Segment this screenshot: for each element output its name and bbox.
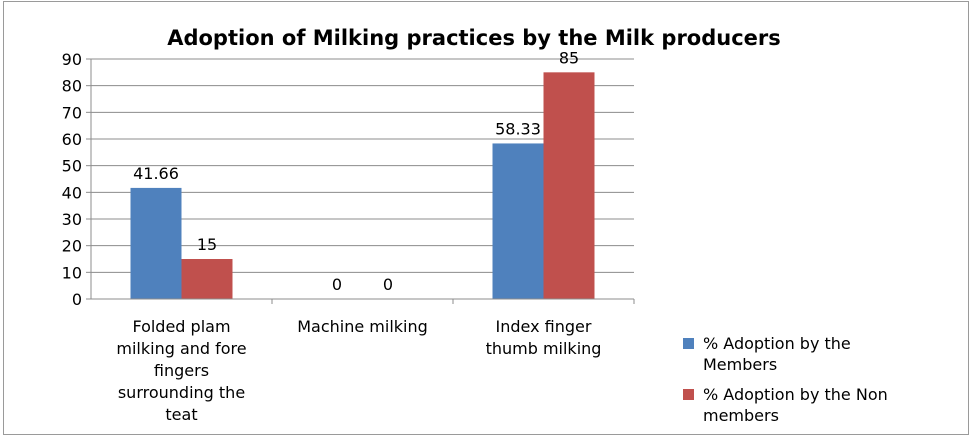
- data-label: 58.33: [495, 119, 541, 138]
- y-tick-label: 80: [62, 77, 82, 96]
- y-tick-label: 60: [62, 130, 82, 149]
- legend-label: % Adoption by the Non members: [703, 385, 888, 425]
- x-tick-label: Index finger thumb milking: [486, 317, 602, 358]
- data-label: 0: [383, 275, 393, 294]
- legend-swatch: [683, 389, 694, 400]
- x-tick-label: Folded plam milking and fore fingers surrou…: [116, 317, 246, 424]
- chart-frame: Adoption of Milking practices by the Mil…: [3, 1, 969, 435]
- bar: [181, 259, 233, 299]
- bars: [130, 72, 595, 299]
- chart-title: Adoption of Milking practices by the Mil…: [167, 26, 781, 50]
- y-tick-label: 20: [62, 237, 82, 256]
- data-label: 0: [332, 275, 342, 294]
- legend: % Adoption by the Members % Adoption by th…: [683, 334, 888, 425]
- y-tick-label: 0: [72, 290, 82, 309]
- y-tick-label: 90: [62, 50, 82, 69]
- bar-chart: Adoption of Milking practices by the Mil…: [62, 26, 888, 425]
- y-tick-label: 10: [62, 263, 82, 282]
- y-tick-label: 70: [62, 103, 82, 122]
- data-labels: 41.66 15 0 0 58.33 85: [133, 48, 579, 294]
- data-label: 41.66: [133, 164, 179, 183]
- y-tick-label: 50: [62, 157, 82, 176]
- bar: [543, 72, 595, 299]
- x-tick-label: Machine milking: [297, 317, 428, 336]
- axes: 0 10 20 30 40 50 60 70 80 90 Folded plam milking an…: [62, 50, 635, 424]
- data-label: 85: [559, 48, 579, 67]
- bar: [492, 143, 544, 299]
- bar: [130, 187, 182, 299]
- legend-label: % Adoption by the Members: [703, 334, 851, 374]
- legend-swatch: [683, 338, 694, 349]
- data-label: 15: [197, 235, 217, 254]
- y-tick-label: 40: [62, 183, 82, 202]
- y-tick-label: 30: [62, 210, 82, 229]
